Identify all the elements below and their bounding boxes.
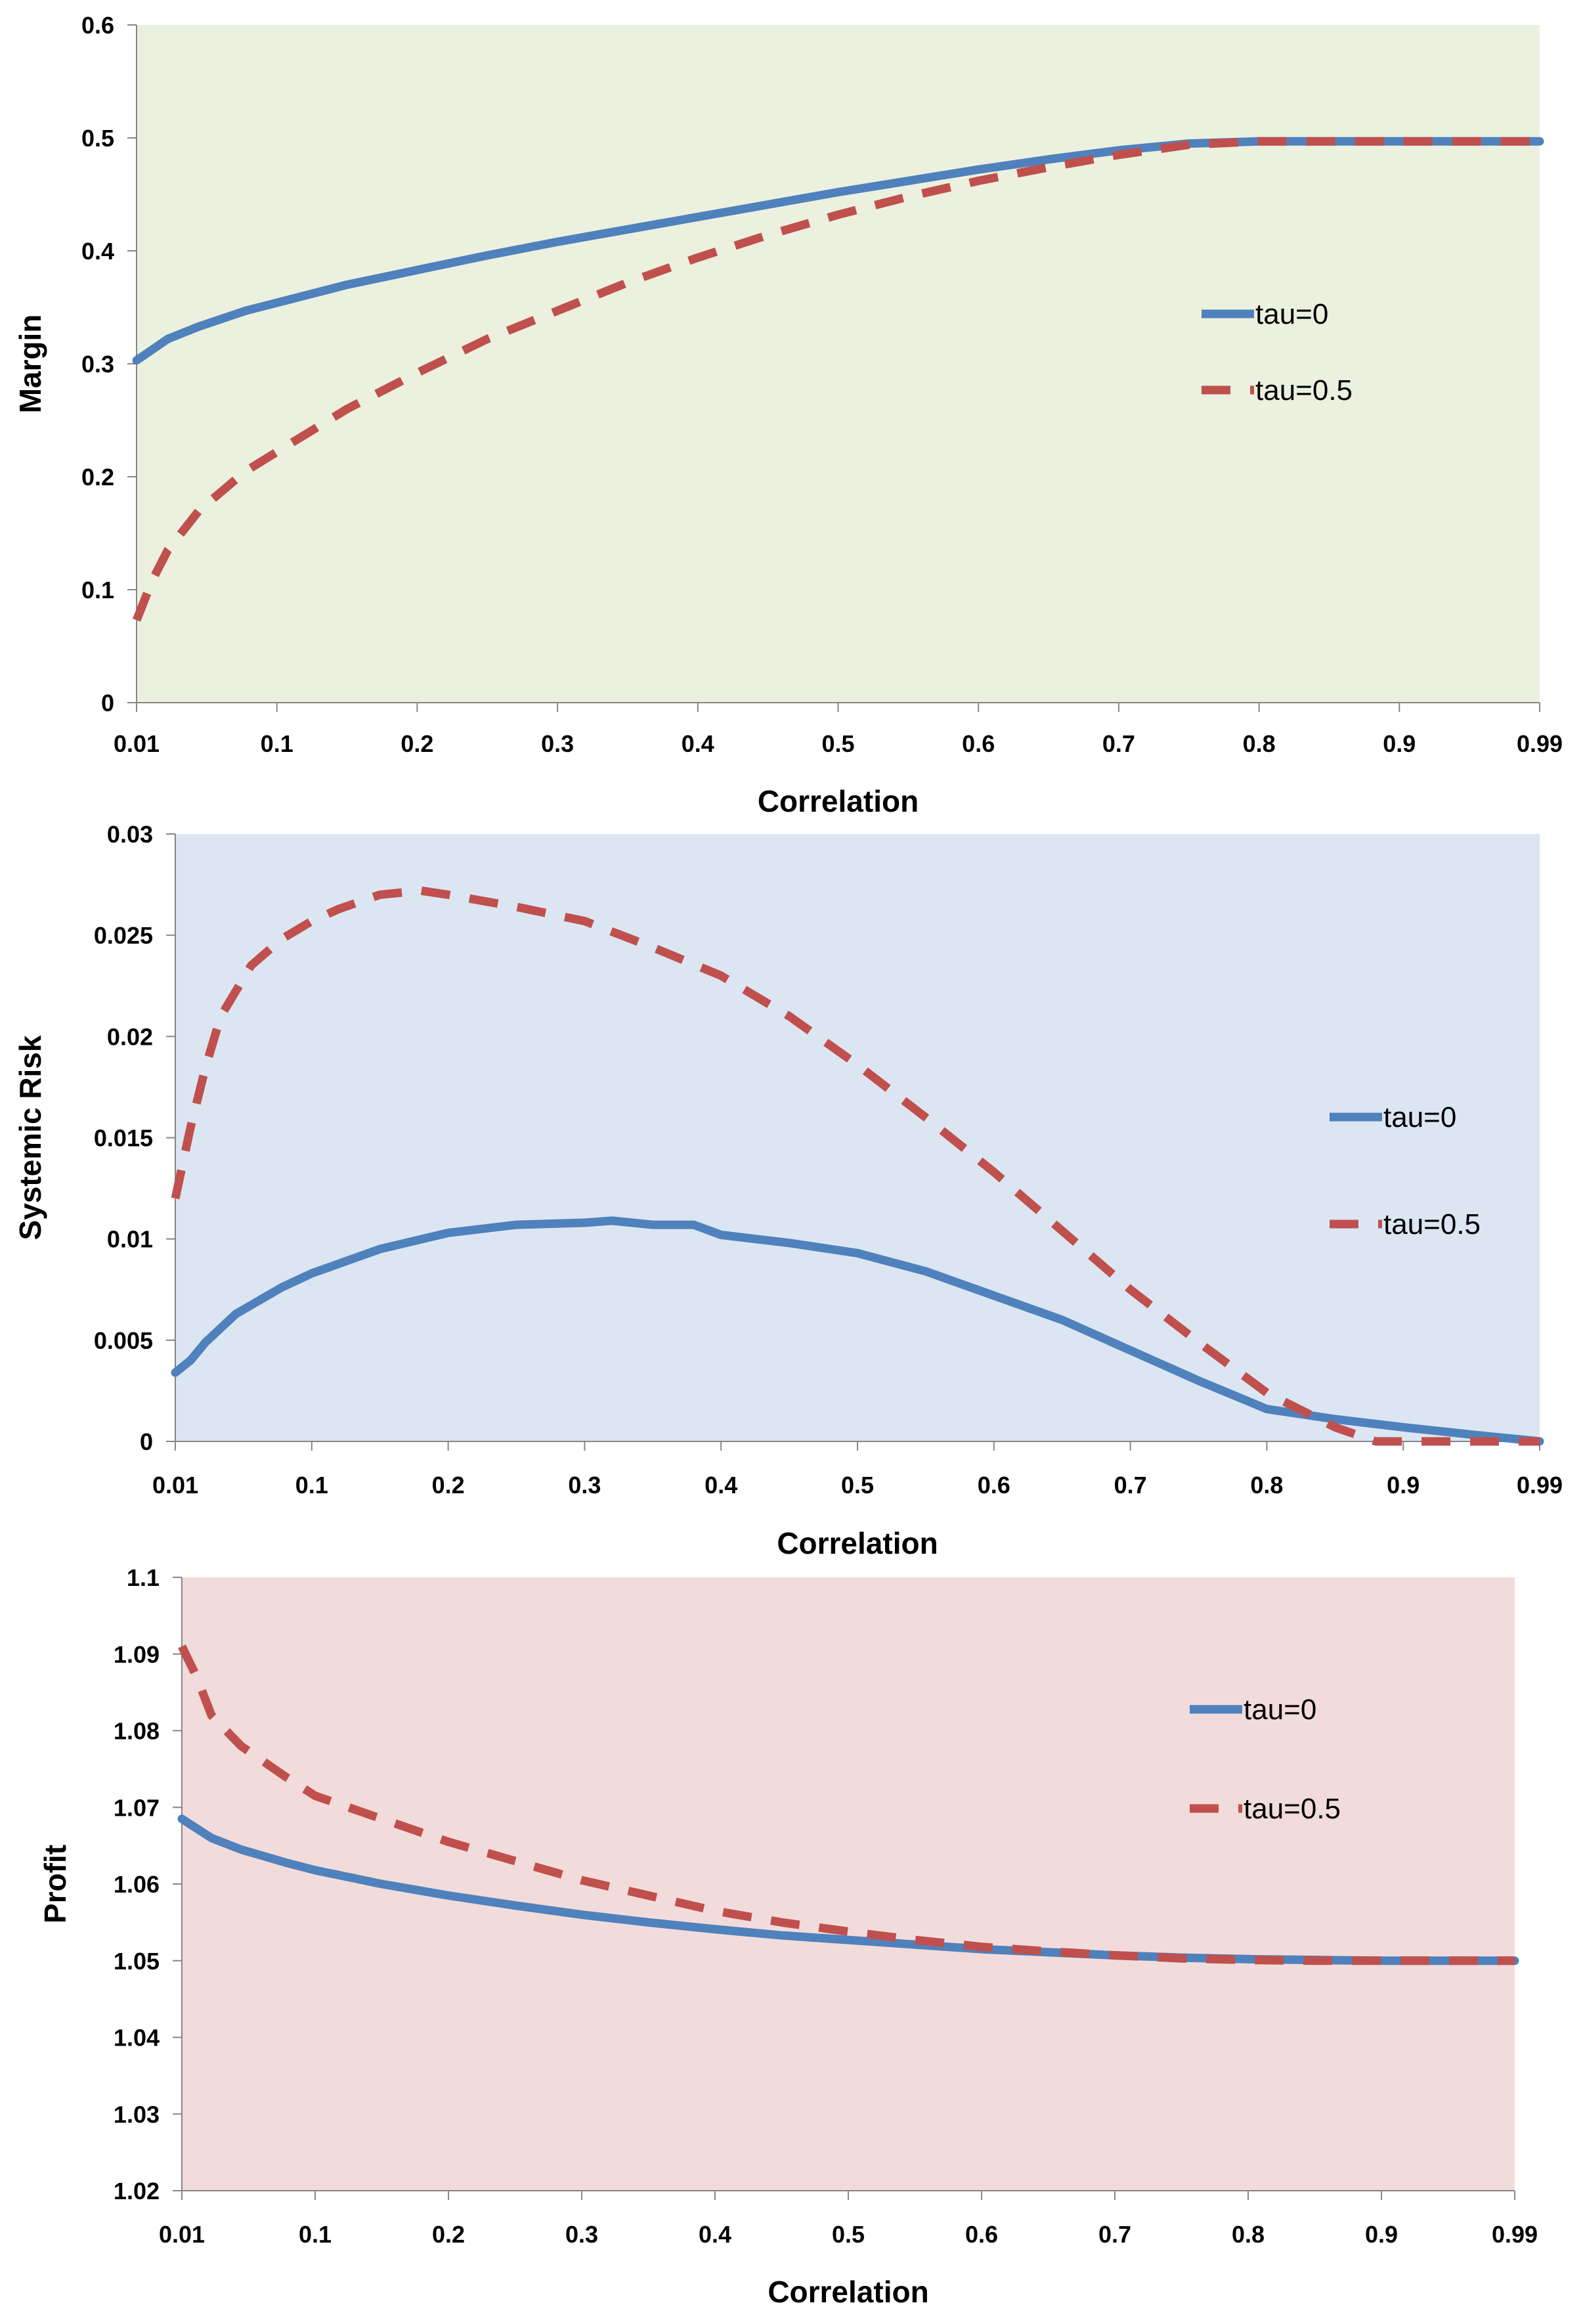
chart-1-x-tick-label: 0.99	[1517, 1472, 1563, 1499]
chart-0-y-tick-label: 0.3	[81, 351, 114, 378]
chart-0-y-tick-label: 0.1	[81, 577, 114, 603]
chart-0-y-axis-title: Margin	[13, 315, 47, 414]
chart-2-x-tick-label: 0.3	[565, 2221, 598, 2248]
chart-0-x-tick-label: 0.3	[541, 730, 574, 757]
chart-1-x-tick-label: 0.9	[1387, 1472, 1420, 1499]
chart-2-x-tick-label: 0.7	[1098, 2221, 1131, 2248]
chart-2-y-tick-label: 1.02	[114, 2178, 160, 2204]
chart-0-x-tick-label: 0.99	[1517, 730, 1563, 757]
chart-1-y-tick-label: 0	[140, 1428, 153, 1455]
chart-2-x-tick-label: 0.6	[965, 2221, 998, 2248]
chart-0-plot-area	[137, 25, 1540, 703]
chart-0-x-tick-label: 0.4	[682, 730, 714, 757]
chart-1-x-tick-label: 0.7	[1114, 1472, 1147, 1499]
chart-2-x-tick-label: 0.01	[159, 2221, 205, 2248]
chart-2-x-tick-label: 0.99	[1492, 2221, 1538, 2248]
chart-2-x-tick-label: 0.9	[1365, 2221, 1398, 2248]
chart-2-y-tick-label: 1.03	[114, 2101, 160, 2128]
chart-1-y-axis-title: Systemic Risk	[13, 1035, 47, 1240]
margin-chart: 0 0.1 0.2 0.3 0.4 0.5 0.6 0.01 0.1 0.2 0.3 0.4 0.5 0.…	[13, 12, 1563, 818]
chart-1-legend-label: tau=0.5	[1383, 1208, 1481, 1240]
chart-2-y-axis-title: Profit	[38, 1845, 72, 1923]
chart-1-x-tick-label: 0.4	[705, 1472, 737, 1499]
chart-2-y-tick-label: 1.05	[114, 1948, 160, 1975]
chart-1-y-tick-label: 0.005	[94, 1327, 153, 1354]
chart-1-x-tick-label: 0.1	[295, 1472, 328, 1499]
chart-0-series-line-tau-0-5	[132, 137, 1540, 622]
chart-2-x-axis-title: Correlation	[768, 2275, 928, 2309]
chart-0-legend-label: tau=0.5	[1255, 374, 1353, 406]
chart-0-y-tick-label: 0.2	[81, 464, 114, 491]
chart-2-legend-label: tau=0.5	[1244, 1793, 1341, 1825]
chart-0-x-tick-label: 0.7	[1102, 730, 1135, 757]
chart-1-x-tick-label: 0.3	[568, 1472, 601, 1499]
chart-1-x-tick-label: 0.2	[432, 1472, 465, 1499]
chart-1-series-line-tau-0	[171, 1216, 1544, 1446]
chart-0-x-tick-label: 0.6	[962, 730, 995, 757]
chart-1-y-tick-label: 0.03	[107, 821, 153, 848]
chart-0-x-tick-label: 0.5	[821, 730, 854, 757]
chart-2-y-tick-label: 1.1	[127, 1564, 160, 1591]
chart-1-x-axis-title: Correlation	[777, 1526, 938, 1560]
chart-0-x-axis-title: Correlation	[758, 784, 919, 818]
chart-2-x-tick-label: 0.2	[432, 2221, 465, 2248]
chart-0-legend-label: tau=0	[1255, 298, 1328, 330]
chart-1-x-tick-label: 0.8	[1250, 1472, 1283, 1499]
chart-2-series-line-tau-0-5	[178, 1644, 1515, 1965]
chart-1-series-line-tau-0-5	[171, 886, 1540, 1446]
chart-0-x-tick-label: 0.8	[1243, 730, 1276, 757]
chart-0-x-tick-label: 0.01	[114, 730, 160, 757]
chart-0-x-tick-label: 0.9	[1383, 730, 1416, 757]
chart-2-x-tick-label: 0.8	[1232, 2221, 1265, 2248]
chart-1-x-tick-label: 0.5	[841, 1472, 874, 1499]
profit-chart: 1.02 1.03 1.04 1.05 1.06 1.07 1.08 1.09 1.1 0.01 0…	[38, 1564, 1538, 2309]
chart-0-x-tick-label: 0.1	[261, 730, 293, 757]
chart-2-y-tick-label: 1.04	[114, 2025, 160, 2051]
chart-2-y-tick-label: 1.07	[114, 1794, 160, 1821]
systemic-risk-chart: 0 0.005 0.01 0.015 0.02 0.025 0.03 0.01 0.1 0.2 0.…	[13, 821, 1563, 1560]
chart-1-y-tick-label: 0.015	[94, 1125, 153, 1152]
chart-1-x-tick-label: 0.6	[978, 1472, 1010, 1499]
chart-2-x-tick-label: 0.1	[299, 2221, 332, 2248]
chart-0-x-tick-label: 0.2	[401, 730, 433, 757]
chart-1-x-tick-label: 0.01	[152, 1472, 198, 1499]
chart-1-legend-label: tau=0	[1383, 1101, 1456, 1133]
chart-2-y-tick-label: 1.06	[114, 1871, 160, 1898]
chart-2-y-tick-label: 1.09	[114, 1641, 160, 1668]
chart-1-y-tick-label: 0.01	[107, 1226, 153, 1253]
chart-2-x-tick-label: 0.5	[832, 2221, 865, 2248]
chart-2-x-tick-label: 0.4	[699, 2221, 731, 2248]
chart-1-y-tick-label: 0.025	[94, 922, 153, 949]
chart-0-y-tick-label: 0.4	[81, 238, 114, 265]
chart-2-y-tick-label: 1.08	[114, 1718, 160, 1745]
chart-2-legend-label: tau=0	[1244, 1694, 1316, 1726]
chart-1-y-tick-label: 0.02	[107, 1023, 153, 1050]
chart-1-plot-area	[175, 834, 1540, 1441]
chart-0-y-tick-label: 0.5	[81, 125, 114, 152]
chart-0-y-tick-label: 0.6	[81, 12, 114, 39]
chart-0-y-tick-label: 0	[101, 690, 114, 716]
